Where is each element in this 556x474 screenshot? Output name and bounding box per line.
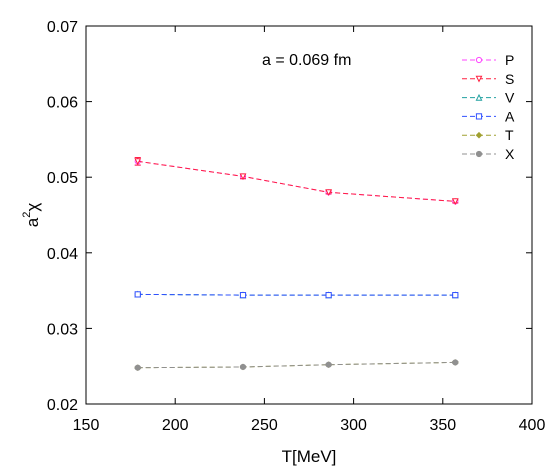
series-A [134, 291, 459, 299]
data-point [475, 131, 483, 139]
series-line [137, 160, 456, 202]
data-point [475, 56, 483, 64]
series-line [137, 361, 456, 369]
legend-label: S [505, 71, 514, 87]
y-axis-label-suffix: χ [23, 203, 42, 212]
legend-label: X [505, 146, 515, 162]
legend-item-X: X [462, 146, 515, 162]
data-point [325, 292, 332, 299]
legend-label: A [505, 108, 515, 124]
y-axis-label-base: a [23, 217, 42, 227]
x-tick-label: 150 [73, 417, 100, 434]
series-S [134, 157, 459, 206]
legend-item-T: T [462, 127, 514, 143]
x-axis-label: T[MeV] [282, 447, 337, 466]
data-point [451, 198, 459, 206]
x-tick-label: 200 [162, 417, 189, 434]
legend-label: P [505, 52, 514, 68]
y-axis-label-sup: 2 [21, 212, 33, 218]
series-P [134, 157, 459, 205]
data-point [239, 363, 247, 371]
chart-annotation: a = 0.069 fm [262, 52, 351, 69]
y-axis-label-group: a2χ [21, 203, 42, 228]
data-point [475, 93, 483, 101]
y-tick-label: 0.03 [47, 321, 78, 338]
series-layer [134, 157, 459, 372]
series-line [137, 361, 456, 369]
data-point [325, 189, 333, 197]
y-tick-label: 0.05 [47, 170, 78, 187]
series-line [137, 160, 456, 202]
x-tick-label: 350 [429, 417, 456, 434]
plot-frame [85, 25, 533, 405]
y-tick-label: 0.07 [47, 19, 78, 36]
data-point [325, 361, 332, 368]
legend-item-S: S [462, 71, 514, 87]
data-point [475, 113, 483, 120]
legend-item-A: A [462, 108, 515, 124]
series-line [137, 293, 456, 296]
data-point [475, 150, 483, 158]
y-tick-label: 0.06 [47, 95, 78, 112]
x-tick-label: 250 [251, 417, 278, 434]
data-point [475, 75, 483, 83]
data-point [134, 291, 141, 298]
data-point [134, 158, 142, 166]
data-point [239, 173, 247, 181]
data-point [452, 292, 459, 299]
y-tick-label: 0.04 [47, 246, 78, 263]
y-tick-label: 0.02 [47, 397, 78, 414]
x-tick-label: 400 [519, 417, 546, 434]
series-T [134, 359, 459, 372]
data-point [134, 364, 141, 371]
legend-label: T [505, 127, 514, 143]
series-X [134, 359, 459, 371]
axis-ticks: 150 200 250 300 350 400 0.02 0.03 0.04 0.05 0.06 0.… [47, 19, 546, 434]
data-point [239, 292, 247, 299]
legend-item-V: V [462, 90, 515, 106]
data-point [452, 359, 459, 366]
legend-label: V [505, 90, 515, 106]
series-line [137, 293, 456, 296]
x-tick-label: 300 [340, 417, 367, 434]
y-axis-label: a2χ [21, 203, 42, 228]
legend-item-P: P [462, 52, 514, 68]
